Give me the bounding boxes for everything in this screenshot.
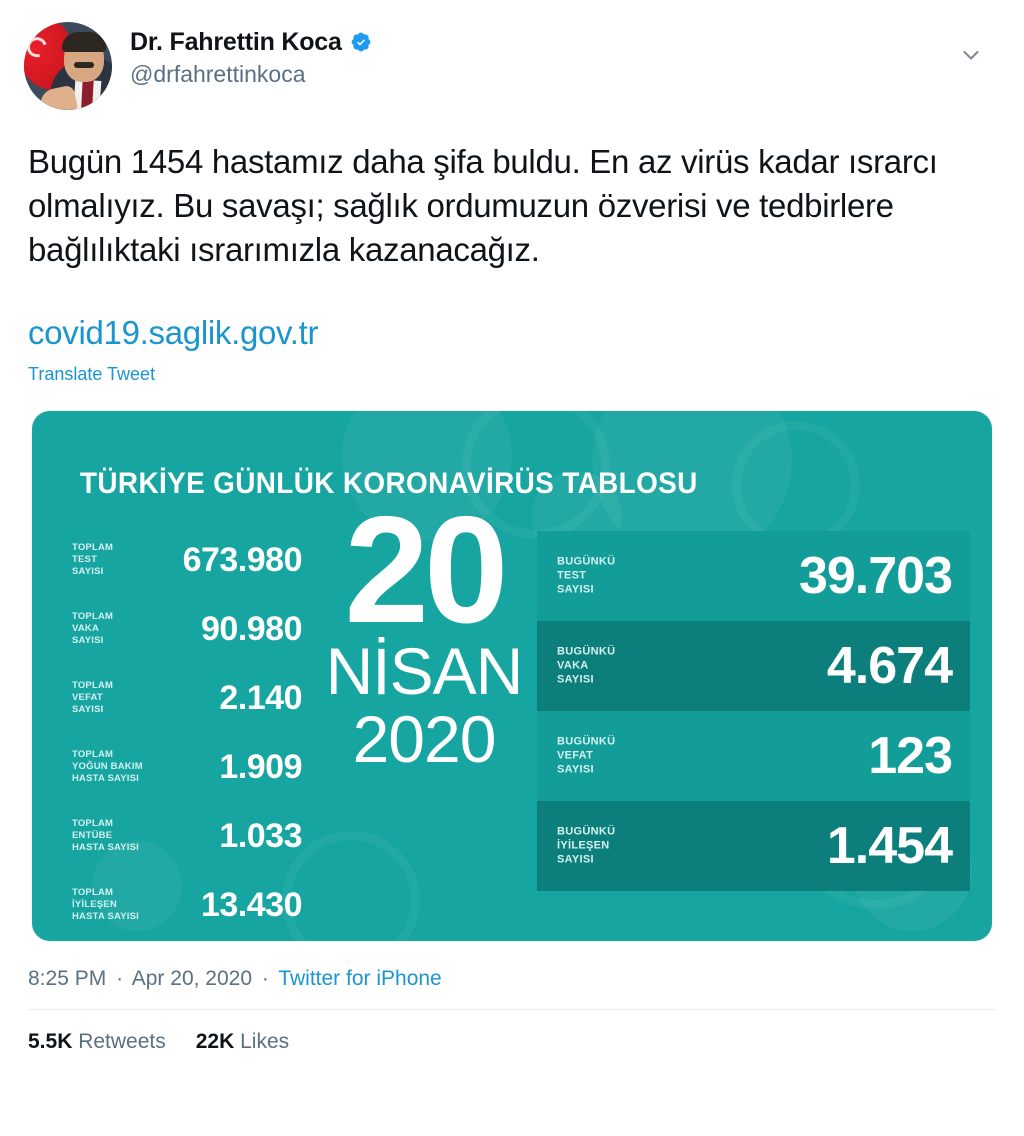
total-stat-row: TOPLAM VEFAT SAYISI 2.140 bbox=[72, 667, 302, 729]
daily-stat-label: BUGÜNKÜ VEFAT SAYISI bbox=[557, 735, 616, 776]
tweet-meta: 8:25 PM · Apr 20, 2020 · Twitter for iPh… bbox=[28, 967, 996, 991]
total-stat-value: 13.430 bbox=[201, 885, 303, 924]
avatar-hair bbox=[62, 32, 106, 52]
infographic-image[interactable]: TÜRKİYE GÜNLÜK KORONAVİRÜS TABLOSU TOPLA… bbox=[32, 410, 992, 941]
total-stat-row: TOPLAM TEST SAYISI 673.980 bbox=[72, 529, 303, 591]
total-stat-value: 1.909 bbox=[219, 747, 302, 786]
daily-stat-value: 1.454 bbox=[826, 816, 953, 875]
totals-column: TOPLAM TEST SAYISI 673.980 TOPLAM VAKA S… bbox=[72, 529, 303, 941]
divider bbox=[28, 1008, 996, 1010]
daily-stat-row: BUGÜNKÜ VAKA SAYISI 4.674 bbox=[537, 620, 970, 711]
likes-count: 22K bbox=[195, 1029, 235, 1053]
verified-badge-icon bbox=[350, 31, 372, 53]
translate-tweet-link[interactable]: Translate Tweet bbox=[28, 363, 156, 384]
total-stat-row: TOPLAM İYİLEŞEN HASTA SAYISI 13.430 bbox=[72, 874, 303, 936]
meta-separator: · bbox=[116, 966, 124, 990]
total-stat-value: 90.980 bbox=[201, 609, 303, 648]
tweet-link[interactable]: covid19.saglik.gov.tr bbox=[28, 313, 319, 351]
daily-stat-value: 123 bbox=[868, 726, 953, 785]
account-names: Dr. Fahrettin Koca @drfahrettinkoca bbox=[130, 22, 372, 89]
total-stat-label: TOPLAM ENTÜBE HASTA SAYISI bbox=[72, 817, 139, 853]
daily-stat-row: BUGÜNKÜ TEST SAYISI 39.703 bbox=[537, 530, 970, 621]
meta-separator: · bbox=[261, 966, 269, 990]
likes-stat[interactable]: 22K Likes bbox=[196, 1030, 289, 1054]
engagement-stats: 5.5K Retweets 22K Likes bbox=[28, 1030, 996, 1054]
retweets-count: 5.5K bbox=[28, 1029, 73, 1053]
retweets-stat[interactable]: 5.5K Retweets bbox=[28, 1030, 166, 1054]
total-stat-label: TOPLAM VEFAT SAYISI bbox=[72, 679, 114, 715]
total-stat-label: TOPLAM İYİLEŞEN HASTA SAYISI bbox=[72, 886, 139, 922]
daily-stat-label: BUGÜNKÜ VAKA SAYISI bbox=[557, 645, 616, 686]
total-stat-value: 1.033 bbox=[219, 816, 302, 855]
likes-label: Likes bbox=[240, 1029, 290, 1053]
account-handle: @drfahrettinkoca bbox=[130, 60, 306, 87]
tweet-time: 8:25 PM bbox=[28, 966, 107, 990]
chevron-down-icon[interactable] bbox=[956, 40, 986, 70]
total-stat-row: TOPLAM YOĞUN BAKIM HASTA SAYISI 1.909 bbox=[72, 736, 302, 798]
tweet-source[interactable]: Twitter for iPhone bbox=[278, 966, 442, 990]
total-stat-row: TOPLAM VAKA SAYISI 90.980 bbox=[72, 598, 303, 660]
tweet-date: Apr 20, 2020 bbox=[131, 966, 253, 990]
tweet-header: Dr. Fahrettin Koca @drfahrettinkoca bbox=[24, 22, 1000, 110]
infographic-date: 20 NİSAN 2020 bbox=[314, 484, 534, 776]
avatar-tie bbox=[81, 77, 94, 109]
display-name-row: Dr. Fahrettin Koca bbox=[130, 28, 372, 57]
total-stat-value: 673.980 bbox=[182, 540, 303, 579]
daily-column: BUGÜNKÜ TEST SAYISI 39.703 BUGÜNKÜ VAKA … bbox=[537, 530, 970, 891]
total-stat-value: 2.140 bbox=[219, 678, 302, 717]
total-stat-label: TOPLAM VAKA SAYISI bbox=[72, 610, 114, 646]
daily-stat-row: BUGÜNKÜ İYİLEŞEN SAYISI 1.454 bbox=[537, 800, 970, 891]
daily-stat-value: 39.703 bbox=[798, 546, 953, 605]
total-stat-row: TOPLAM ENTÜBE HASTA SAYISI 1.033 bbox=[72, 805, 302, 867]
avatar[interactable] bbox=[24, 22, 112, 110]
total-stat-label: TOPLAM TEST SAYISI bbox=[72, 541, 114, 577]
avatar-mustache bbox=[74, 62, 94, 68]
daily-stat-value: 4.674 bbox=[826, 636, 953, 695]
total-stat-label: TOPLAM YOĞUN BAKIM HASTA SAYISI bbox=[72, 748, 143, 784]
tweet-text: Bugün 1454 hastamız daha şifa buldu. En … bbox=[28, 143, 938, 268]
date-year: 2020 bbox=[352, 701, 497, 776]
daily-stat-label: BUGÜNKÜ İYİLEŞEN SAYISI bbox=[557, 825, 616, 866]
display-name: Dr. Fahrettin Koca bbox=[130, 28, 342, 56]
daily-stat-row: BUGÜNKÜ VEFAT SAYISI 123 bbox=[537, 710, 970, 801]
retweets-label: Retweets bbox=[78, 1029, 166, 1053]
date-month: NİSAN bbox=[325, 634, 524, 709]
date-day: 20 bbox=[344, 484, 508, 655]
infographic-title: TÜRKİYE GÜNLÜK KORONAVİRÜS TABLOSU bbox=[80, 466, 698, 500]
daily-stat-label: BUGÜNKÜ TEST SAYISI bbox=[557, 555, 616, 596]
